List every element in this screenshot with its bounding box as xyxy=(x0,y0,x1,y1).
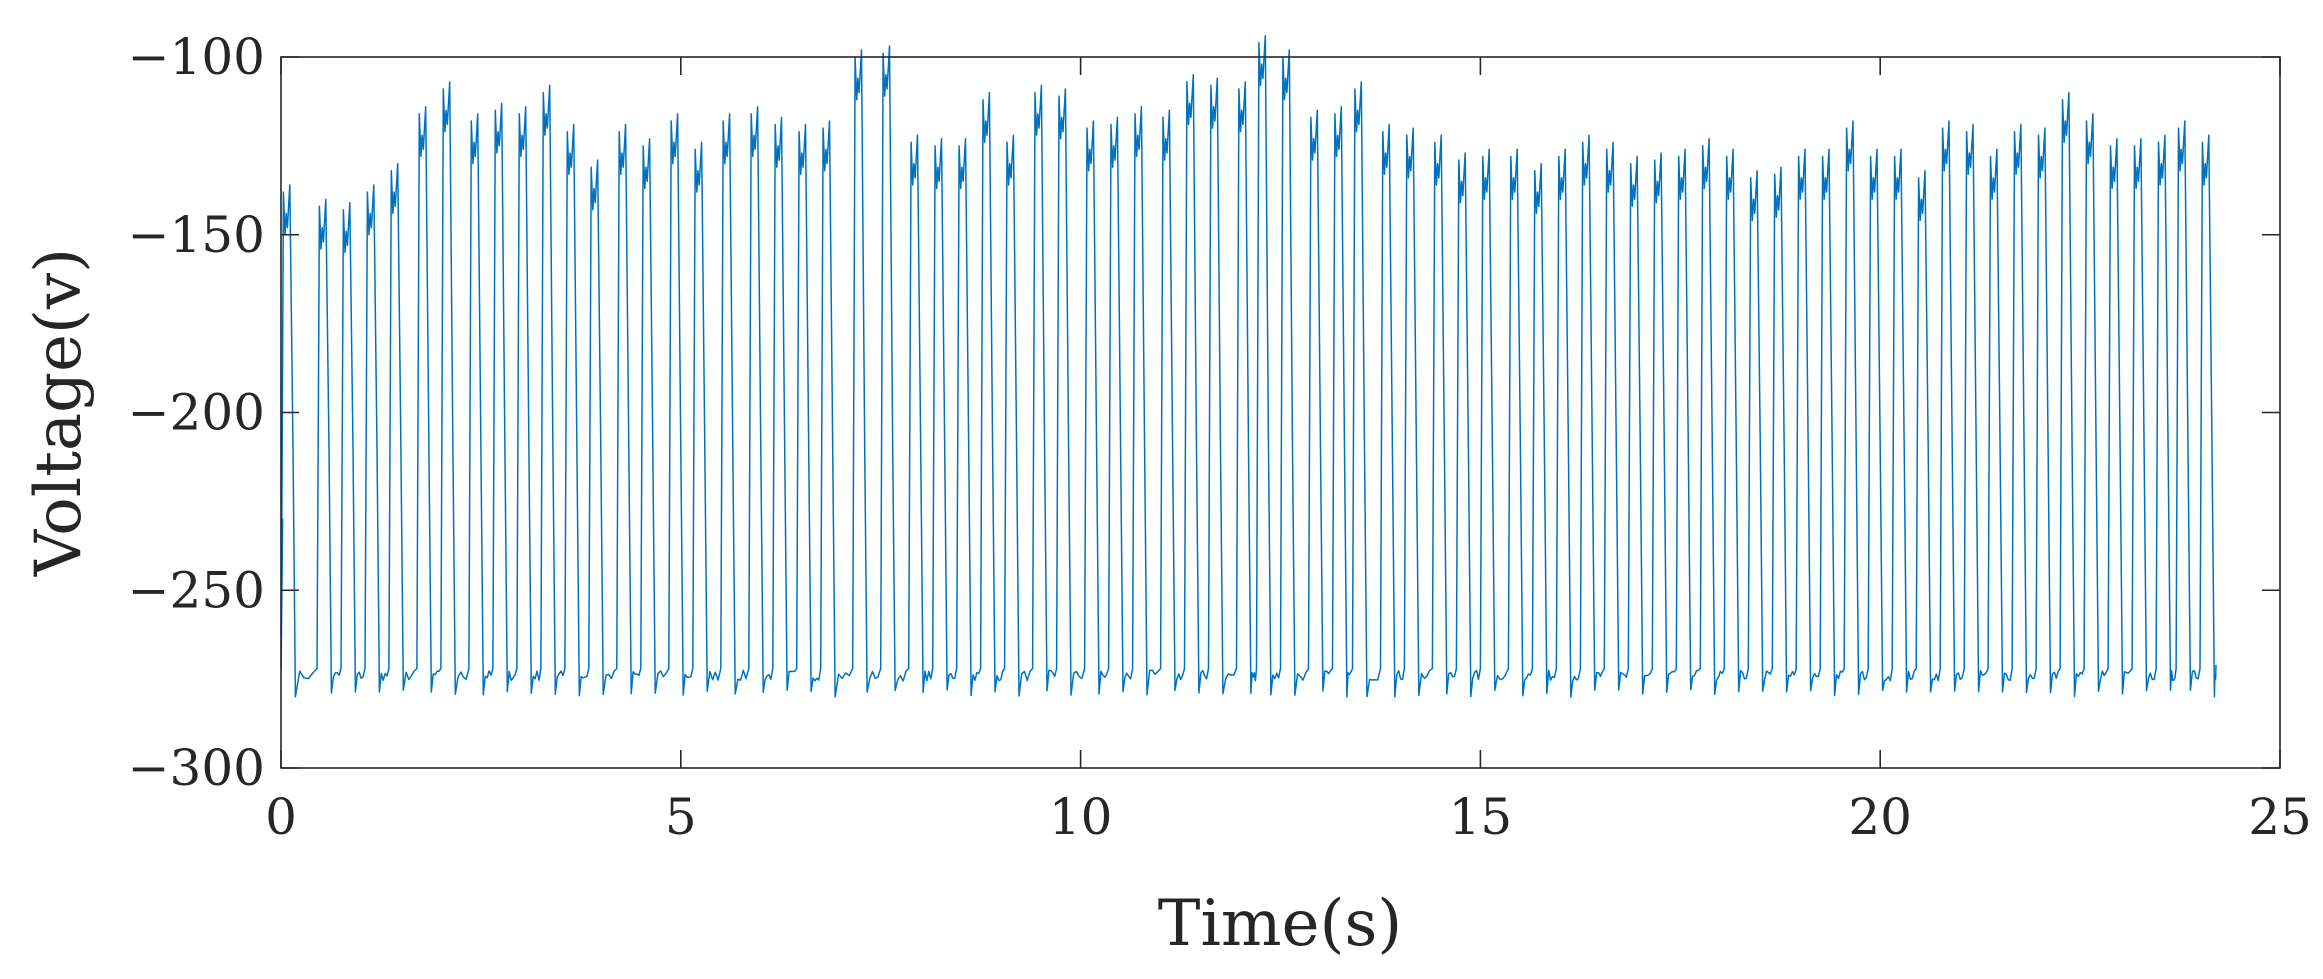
y-axis-label: Voltage(v) xyxy=(22,248,96,577)
y-tick-label: −100 xyxy=(128,28,265,86)
x-tick-label: 0 xyxy=(265,788,297,846)
x-tick-label: 20 xyxy=(1848,788,1912,846)
y-tick-label: −200 xyxy=(128,384,265,442)
y-tick-label: −150 xyxy=(128,206,265,264)
y-tick-label: −250 xyxy=(128,561,265,619)
trace-layer xyxy=(280,34,2217,698)
x-tick-label: 15 xyxy=(1449,788,1513,846)
x-tick-label: 25 xyxy=(2248,788,2312,846)
y-tick-label: −300 xyxy=(128,739,265,797)
x-tick-label: 10 xyxy=(1049,788,1113,846)
x-tick-label: 5 xyxy=(665,788,697,846)
voltage-series-line xyxy=(280,34,2217,698)
tick-layer xyxy=(280,56,2281,769)
x-tick-labels: 0 5 10 15 20 25 xyxy=(265,788,2312,846)
y-tick-labels: −100 −150 −200 −250 −300 xyxy=(128,28,265,797)
x-axis-label: Time(s) xyxy=(1158,887,1403,961)
